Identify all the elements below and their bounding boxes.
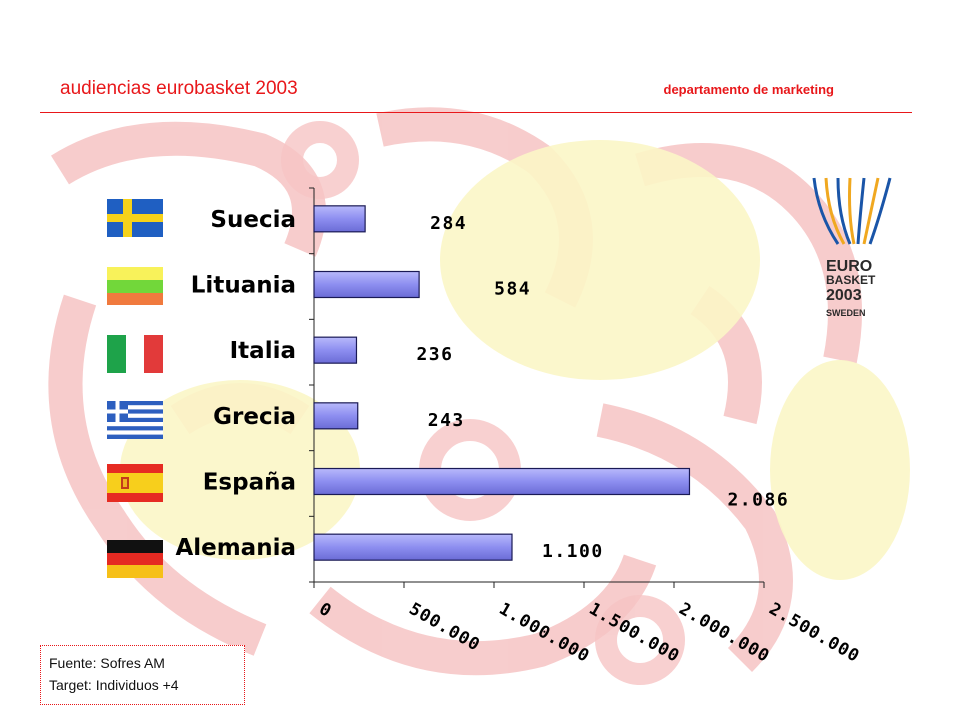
x-tick-label: 2.500.000 xyxy=(766,599,864,667)
source-note: Fuente: Sofres AM Target: Individuos +4 xyxy=(40,645,245,705)
category-label: Italia xyxy=(230,338,296,364)
category-label: Suecia xyxy=(210,207,296,233)
x-tick-label: 2.000.000 xyxy=(676,599,774,667)
greece-flag xyxy=(107,401,163,439)
germany-flag xyxy=(107,540,163,578)
data-label: 1.100 xyxy=(542,541,604,562)
x-tick-label: 1.000.000 xyxy=(496,599,594,667)
lithuania-flag xyxy=(107,267,163,305)
source-line: Fuente: Sofres AM xyxy=(49,655,165,671)
bar-1 xyxy=(313,270,420,299)
italy-flag xyxy=(107,335,163,373)
data-label: 284 xyxy=(430,213,467,234)
data-label: 2.086 xyxy=(727,490,789,511)
data-label: 584 xyxy=(494,279,531,300)
logo-line-2: BASKET xyxy=(826,273,876,287)
bar-0 xyxy=(313,205,366,233)
data-label: 236 xyxy=(416,344,453,365)
page-title: audiencias eurobasket 2003 xyxy=(60,78,298,99)
logo-line-1: EURO xyxy=(826,258,872,275)
department-label: departamento de marketing xyxy=(663,82,835,97)
header-divider xyxy=(40,112,912,113)
category-label: Grecia xyxy=(213,404,296,430)
category-label: Lituania xyxy=(191,273,296,299)
bar-3 xyxy=(313,402,359,430)
x-tick-label: 0 xyxy=(316,599,336,622)
category-label: España xyxy=(203,470,296,496)
bar-5 xyxy=(313,533,513,561)
eurobasket-logo: EURO BASKET 2003 SWEDEN xyxy=(812,177,892,318)
target-line: Target: Individuos +4 xyxy=(49,677,179,693)
sweden-flag xyxy=(107,199,163,237)
category-label: Alemania xyxy=(175,535,296,561)
logo-line-4: SWEDEN xyxy=(826,308,866,318)
logo-line-3: 2003 xyxy=(826,287,862,304)
bar-4 xyxy=(313,467,691,496)
x-tick-label: 500.000 xyxy=(406,599,484,656)
data-label: 243 xyxy=(428,410,465,431)
x-tick-label: 1.500.000 xyxy=(586,599,684,667)
bar-2 xyxy=(313,336,358,364)
spain-flag xyxy=(107,464,163,502)
